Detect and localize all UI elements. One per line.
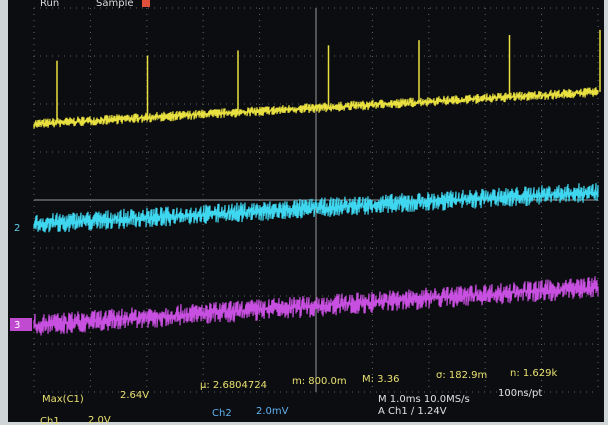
meas-label: Max(C1) — [42, 394, 84, 405]
acq-mode: Sample — [96, 0, 134, 9]
meas-max: M: 3.36 — [362, 374, 399, 385]
trigger-pos — [142, 0, 150, 7]
ch1-label: Ch1 — [40, 416, 60, 425]
ch2-scale: 2.0mV — [256, 406, 289, 417]
ch2-label: Ch2 — [212, 408, 232, 419]
oscilloscope-screen: Run Sample 2 3 Max(C1) 2.64V µ: 2.680472… — [0, 0, 608, 425]
run-state: Run — [40, 0, 59, 9]
meas-min: m: 800.0m — [292, 376, 347, 387]
ch2-marker: 2 — [14, 223, 20, 234]
meas-count: n: 1.629k — [510, 368, 558, 379]
meas-sigma: σ: 182.9m — [436, 370, 487, 381]
meas-value: 2.64V — [120, 390, 149, 401]
meas-mean: µ: 2.6804724 — [200, 380, 267, 391]
timebase: M 1.0ms 10.0MS/s — [378, 394, 470, 405]
trigger: A Ch1 ∕ 1.24V — [378, 406, 447, 417]
page: Run Sample 2 3 Max(C1) 2.64V µ: 2.680472… — [0, 0, 608, 425]
resolution: 100ns/pt — [498, 388, 542, 399]
ch1-scale: 2.0V — [88, 415, 111, 425]
ch3-marker: 3 — [14, 320, 20, 331]
